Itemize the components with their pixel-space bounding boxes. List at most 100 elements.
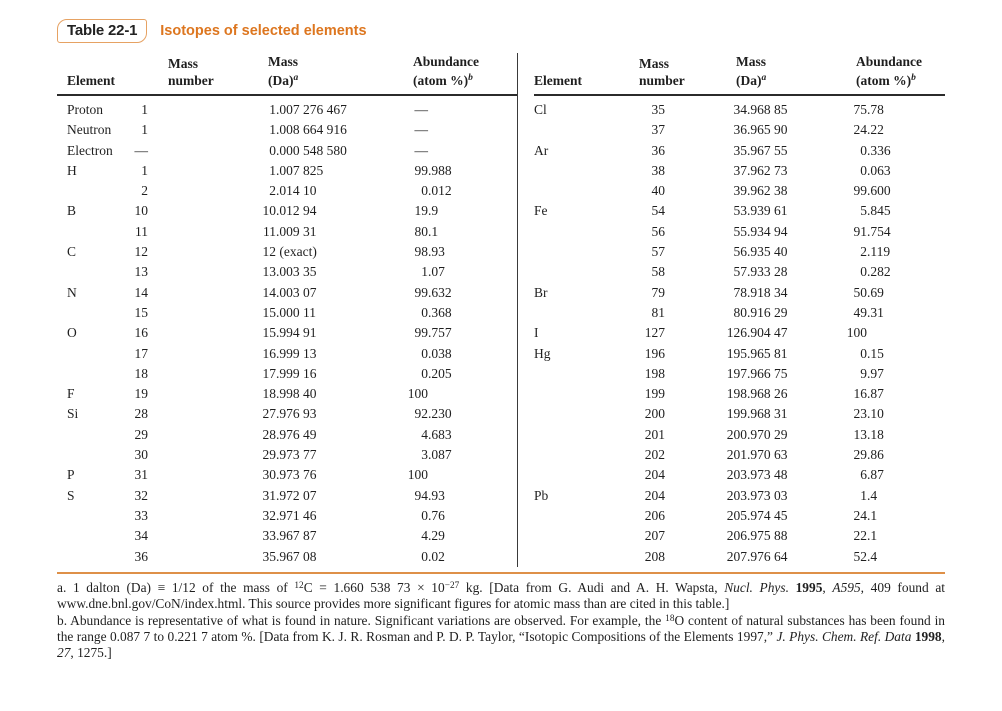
mass-number-cell: 81 bbox=[651, 304, 666, 320]
element-cell: Pb bbox=[534, 487, 549, 503]
element-cell: H bbox=[67, 162, 77, 178]
mass-da-cell: 29.973 77 bbox=[262, 447, 317, 463]
mass-number-cell: 14 bbox=[134, 284, 149, 300]
table-row: B 10 10.012 94 19.9 bbox=[67, 201, 517, 221]
element-cell: Ar bbox=[534, 142, 549, 158]
isotope-tables: Element Mass number Mass (Da)a Abundance… bbox=[57, 53, 945, 567]
abundance-cell: 13.18 bbox=[853, 426, 884, 442]
table-row: 17 16.999 13 0.038 bbox=[67, 344, 517, 364]
mass-number-cell: 198 bbox=[644, 365, 665, 381]
element-cell bbox=[534, 465, 609, 485]
footnotes: a. 1 dalton (Da) ≡ 1/12 of the mass of 1… bbox=[57, 580, 945, 661]
table-row: 204 203.973 48 6.87 bbox=[534, 465, 945, 485]
element-cell bbox=[534, 120, 609, 140]
mass-da-cell: 195.965 81 bbox=[726, 345, 788, 361]
table-row: 199 198.968 26 16.87 bbox=[534, 384, 945, 404]
table-row: Si 28 27.976 93 92.230 bbox=[67, 404, 517, 424]
abundance-cell: 3.087 bbox=[421, 447, 452, 463]
element-cell bbox=[534, 506, 609, 526]
table-row: F 19 18.998 40 100 bbox=[67, 384, 517, 404]
abundance-cell: 9.97 bbox=[860, 365, 884, 381]
table-row: 57 56.935 40 2.119 bbox=[534, 242, 945, 262]
mass-da-cell: 14.003 07 bbox=[262, 284, 317, 300]
abundance-cell: 0.282 bbox=[860, 264, 891, 280]
mass-number-cell: 204 bbox=[644, 467, 665, 483]
mass-da-cell: 30.973 76 bbox=[262, 467, 317, 483]
table-row: 40 39.962 38 99.600 bbox=[534, 181, 945, 201]
abundance-cell: 98.93 bbox=[414, 244, 445, 260]
table-row: O 16 15.994 91 99.757 bbox=[67, 323, 517, 343]
table-header-right: Element Mass number Mass (Da)a Abundance… bbox=[534, 53, 945, 96]
element-cell bbox=[67, 506, 133, 526]
mass-number-cell: 2 bbox=[141, 183, 148, 199]
table-body-right: Cl 35 34.968 85 75.78 37 36.965 90 24.22 Ar 36 35… bbox=[534, 96, 945, 567]
footnote-marker-a: a bbox=[293, 73, 299, 83]
column-header-mass-da: Mass (Da)a bbox=[268, 54, 299, 88]
table-row: H 1 1.007 825 99.988 bbox=[67, 161, 517, 181]
mass-number-cell: 54 bbox=[651, 203, 666, 219]
abundance-cell: 94.93 bbox=[414, 487, 445, 503]
element-cell bbox=[534, 303, 609, 323]
table-row: 33 32.971 46 0.76 bbox=[67, 506, 517, 526]
footnote-marker-a: a bbox=[761, 73, 767, 83]
abundance-cell: 24.1 bbox=[853, 507, 878, 523]
abundance-cell: — bbox=[414, 142, 429, 158]
column-header-mass-number: Mass number bbox=[168, 56, 214, 88]
element-cell: B bbox=[67, 203, 77, 219]
mass-da-cell: 37.962 73 bbox=[733, 162, 788, 178]
mass-da-cell: 205.974 45 bbox=[726, 507, 788, 523]
element-cell bbox=[534, 262, 609, 282]
mass-da-cell: 15.000 11 bbox=[262, 304, 317, 320]
footnote-rule bbox=[57, 571, 945, 574]
mass-da-cell: 15.994 91 bbox=[262, 325, 317, 341]
abundance-cell: 91.754 bbox=[853, 223, 891, 239]
element-cell: Fe bbox=[534, 203, 548, 219]
mass-number-cell: 57 bbox=[651, 244, 666, 260]
mass-number-cell: 202 bbox=[644, 447, 665, 463]
mass-number-cell: 207 bbox=[644, 528, 665, 544]
mass-da-cell: 32.971 46 bbox=[262, 507, 317, 523]
mass-da-cell: 199.968 31 bbox=[726, 406, 788, 422]
mass-number-cell: 19 bbox=[134, 386, 149, 402]
abundance-cell: 100 bbox=[407, 386, 428, 402]
mass-number-cell: 206 bbox=[644, 507, 665, 523]
element-cell: Proton bbox=[67, 102, 104, 117]
element-cell: Si bbox=[67, 406, 79, 422]
mass-da-cell: 36.965 90 bbox=[733, 122, 788, 138]
mass-da-cell: 56.935 40 bbox=[733, 244, 788, 260]
mass-da-cell: 1.008 664 916 bbox=[269, 122, 347, 138]
mass-number-cell: 29 bbox=[134, 426, 149, 442]
element-cell bbox=[534, 384, 609, 404]
mass-da-cell: 206.975 88 bbox=[726, 528, 788, 544]
element-cell bbox=[534, 242, 609, 262]
mass-number-cell: 31 bbox=[134, 467, 149, 483]
mass-da-cell: 53.939 61 bbox=[733, 203, 788, 219]
mass-da-cell: 31.972 07 bbox=[262, 487, 317, 503]
mass-number-cell: 16 bbox=[134, 325, 149, 341]
abundance-cell: 100 bbox=[407, 467, 428, 483]
element-cell bbox=[534, 425, 609, 445]
table-row: Hg 196 195.965 81 0.15 bbox=[534, 344, 945, 364]
element-cell bbox=[67, 425, 133, 445]
mass-da-cell: 17.999 16 bbox=[262, 365, 317, 381]
mass-number-cell: 204 bbox=[644, 487, 665, 503]
mass-da-cell: 207.976 64 bbox=[726, 548, 788, 564]
mass-number-cell: 12 bbox=[134, 244, 149, 260]
abundance-cell: 24.22 bbox=[853, 122, 884, 138]
mass-da-cell: 16.999 13 bbox=[262, 345, 317, 361]
footnote-marker-b: b bbox=[911, 73, 916, 83]
element-cell bbox=[67, 526, 133, 546]
abundance-cell: — bbox=[414, 122, 429, 138]
table-caption: Isotopes of selected elements bbox=[160, 23, 367, 39]
mass-da-cell: 203.973 03 bbox=[726, 487, 788, 503]
mass-number-cell: 40 bbox=[651, 183, 666, 199]
abundance-cell: 0.063 bbox=[860, 162, 891, 178]
element-cell: C bbox=[67, 244, 77, 260]
abundance-cell: 6.87 bbox=[860, 467, 884, 483]
table-row: 58 57.933 28 0.282 bbox=[534, 262, 945, 282]
mass-da-cell: 28.976 49 bbox=[262, 426, 317, 442]
table-row: 38 37.962 73 0.063 bbox=[534, 161, 945, 181]
table-row: 81 80.916 29 49.31 bbox=[534, 303, 945, 323]
mass-da-cell: 18.998 40 bbox=[262, 386, 317, 402]
